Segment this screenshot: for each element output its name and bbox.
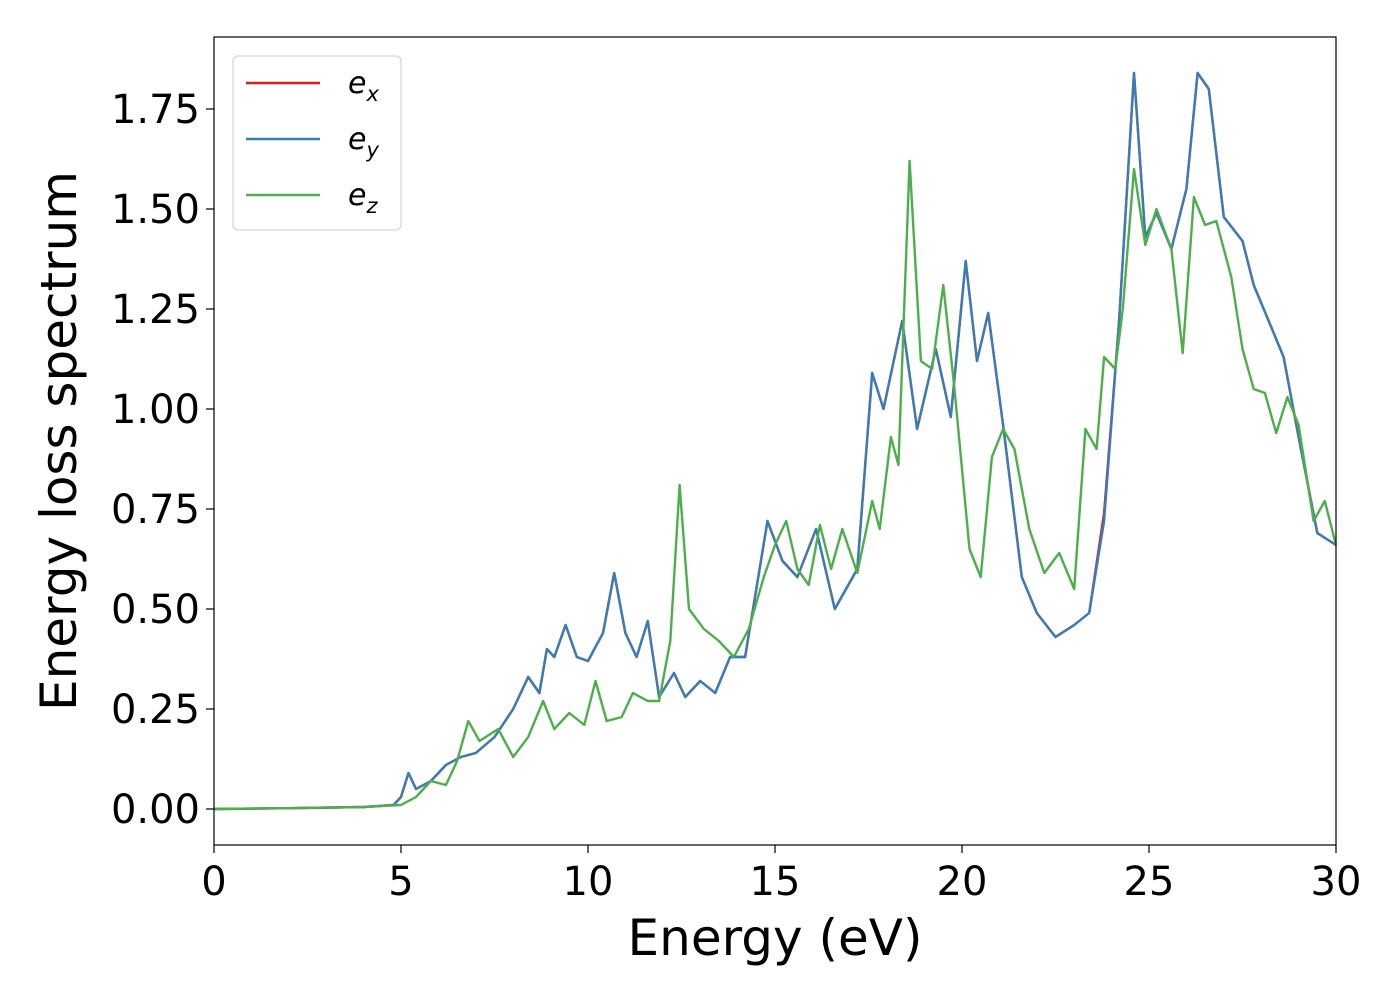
legend-label-base: e bbox=[348, 66, 366, 101]
legend-label-subscript: y bbox=[365, 138, 379, 162]
legend-label-base: e bbox=[348, 122, 366, 157]
legend-label-subscript: x bbox=[365, 82, 379, 106]
legend-label-y: ey bbox=[348, 122, 379, 162]
x-tick-label: 10 bbox=[563, 859, 614, 905]
x-tick-label: 30 bbox=[1311, 859, 1362, 905]
y-tick-label: 0.75 bbox=[111, 487, 200, 533]
y-tick-label: 1.75 bbox=[111, 87, 200, 133]
y-axis-title: Energy loss spectrum bbox=[30, 171, 88, 711]
legend-label-x: ex bbox=[348, 66, 379, 106]
series-layer bbox=[213, 71, 1338, 811]
legend-label-subscript: z bbox=[365, 194, 378, 218]
x-axis: 0 5 10 15 20 25 30 bbox=[201, 845, 1361, 905]
x-axis-title: Energy (eV) bbox=[628, 909, 923, 967]
y-tick-label: 0.25 bbox=[111, 687, 200, 733]
x-tick-label: 25 bbox=[1124, 859, 1175, 905]
legend-box bbox=[232, 55, 402, 231]
x-tick-label: 15 bbox=[750, 859, 801, 905]
legend-label-base: e bbox=[348, 178, 366, 213]
x-tick-label: 0 bbox=[201, 859, 226, 905]
y-tick-label: 0.50 bbox=[111, 587, 200, 633]
legend-label-z: ez bbox=[348, 178, 378, 218]
x-tick-label: 5 bbox=[388, 859, 413, 905]
y-tick-label: 1.00 bbox=[111, 387, 200, 433]
y-axis: 0.00 0.25 0.50 0.75 1.00 1.25 1.50 1.75 bbox=[111, 87, 214, 833]
y-tick-label: 0.00 bbox=[111, 787, 200, 833]
y-tick-label: 1.50 bbox=[111, 187, 200, 233]
y-tick-label: 1.25 bbox=[111, 287, 200, 333]
series-line-z bbox=[213, 159, 1338, 811]
x-tick-label: 20 bbox=[937, 859, 988, 905]
